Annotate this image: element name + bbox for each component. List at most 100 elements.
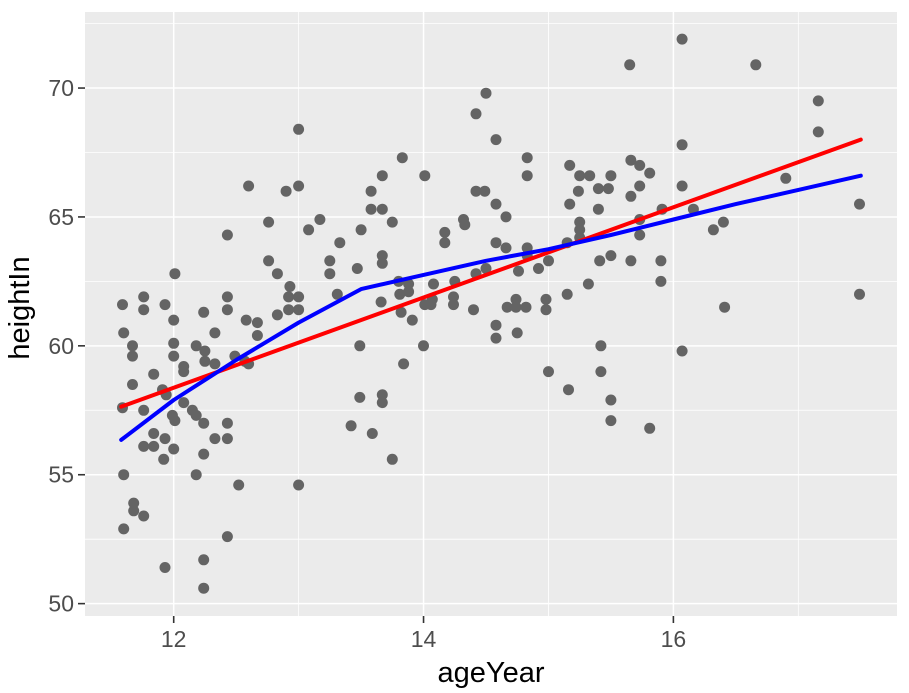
data-point bbox=[655, 255, 667, 267]
data-point bbox=[168, 337, 180, 349]
data-point bbox=[812, 126, 824, 138]
data-point bbox=[564, 159, 576, 171]
data-point bbox=[655, 275, 667, 287]
data-point bbox=[221, 304, 233, 316]
data-point bbox=[470, 108, 482, 120]
data-point bbox=[127, 340, 138, 352]
data-point bbox=[209, 327, 221, 339]
data-point bbox=[501, 301, 513, 313]
data-point bbox=[490, 319, 502, 331]
data-point bbox=[148, 428, 160, 439]
data-point bbox=[334, 237, 346, 249]
x-tick-label: 12 bbox=[161, 626, 187, 652]
data-point bbox=[540, 304, 552, 316]
data-point bbox=[521, 152, 533, 164]
data-point bbox=[812, 95, 824, 107]
data-point bbox=[854, 198, 865, 210]
data-point bbox=[439, 237, 451, 249]
data-point bbox=[138, 440, 150, 452]
data-point bbox=[118, 523, 130, 535]
data-point bbox=[221, 417, 233, 429]
data-point bbox=[419, 170, 431, 182]
scatter-points bbox=[117, 33, 865, 594]
data-point bbox=[209, 433, 221, 445]
data-point bbox=[644, 167, 656, 179]
data-point bbox=[490, 237, 502, 249]
data-point bbox=[595, 340, 607, 352]
data-point bbox=[574, 216, 586, 228]
data-point bbox=[190, 469, 202, 481]
data-point bbox=[396, 152, 408, 164]
y-tick-label: 70 bbox=[48, 75, 74, 101]
data-point bbox=[127, 379, 138, 390]
data-point bbox=[395, 306, 407, 318]
data-point bbox=[406, 314, 418, 326]
fit-lines bbox=[119, 137, 863, 442]
data-point bbox=[251, 330, 263, 341]
data-point bbox=[345, 420, 357, 432]
data-point bbox=[263, 216, 275, 228]
data-point bbox=[676, 139, 688, 151]
data-point bbox=[376, 250, 388, 262]
data-point bbox=[138, 291, 150, 303]
x-tick-label: 16 bbox=[661, 626, 687, 652]
data-point bbox=[602, 183, 614, 195]
x-axis-title: ageYear bbox=[438, 657, 545, 689]
data-point bbox=[510, 293, 522, 305]
data-point bbox=[127, 350, 138, 362]
data-point bbox=[198, 417, 210, 429]
data-point bbox=[118, 469, 130, 481]
x-tick-label: 14 bbox=[411, 626, 437, 652]
data-point bbox=[198, 306, 210, 318]
data-point bbox=[376, 389, 388, 401]
data-point bbox=[303, 224, 315, 236]
data-point bbox=[625, 190, 637, 202]
data-point bbox=[780, 172, 792, 184]
data-point bbox=[240, 314, 252, 326]
data-point bbox=[209, 358, 221, 370]
data-point bbox=[448, 291, 459, 303]
data-point bbox=[168, 314, 180, 326]
data-point bbox=[644, 422, 656, 434]
data-point bbox=[159, 562, 171, 573]
data-point bbox=[354, 340, 366, 352]
data-point bbox=[500, 242, 512, 254]
data-point bbox=[386, 216, 398, 228]
y-tick-label: 50 bbox=[48, 591, 74, 617]
data-point bbox=[199, 355, 211, 367]
data-point bbox=[169, 415, 181, 427]
data-point bbox=[479, 185, 491, 197]
data-point bbox=[605, 415, 617, 427]
data-point bbox=[676, 33, 688, 45]
data-point bbox=[564, 198, 576, 210]
data-point bbox=[169, 268, 181, 280]
data-point bbox=[138, 404, 150, 416]
y-tick-label: 60 bbox=[48, 333, 74, 359]
data-point bbox=[221, 291, 233, 303]
data-point bbox=[293, 291, 305, 303]
data-point bbox=[676, 180, 688, 192]
data-point bbox=[448, 299, 459, 311]
data-point bbox=[271, 309, 283, 321]
data-point bbox=[324, 268, 336, 280]
data-point bbox=[543, 366, 554, 378]
data-point bbox=[159, 433, 171, 445]
data-point bbox=[376, 203, 388, 215]
data-point bbox=[510, 301, 522, 313]
data-point bbox=[750, 59, 762, 71]
data-point bbox=[707, 224, 719, 236]
data-point bbox=[284, 281, 296, 292]
data-point bbox=[221, 531, 233, 543]
data-point bbox=[293, 479, 305, 491]
data-point bbox=[366, 428, 378, 439]
data-point bbox=[592, 203, 604, 215]
data-point bbox=[178, 397, 190, 409]
data-point bbox=[403, 278, 415, 290]
data-point bbox=[293, 180, 305, 192]
data-point bbox=[490, 332, 502, 344]
data-point bbox=[394, 288, 406, 300]
data-point bbox=[117, 299, 128, 311]
data-point bbox=[625, 255, 637, 267]
data-point bbox=[128, 505, 140, 517]
